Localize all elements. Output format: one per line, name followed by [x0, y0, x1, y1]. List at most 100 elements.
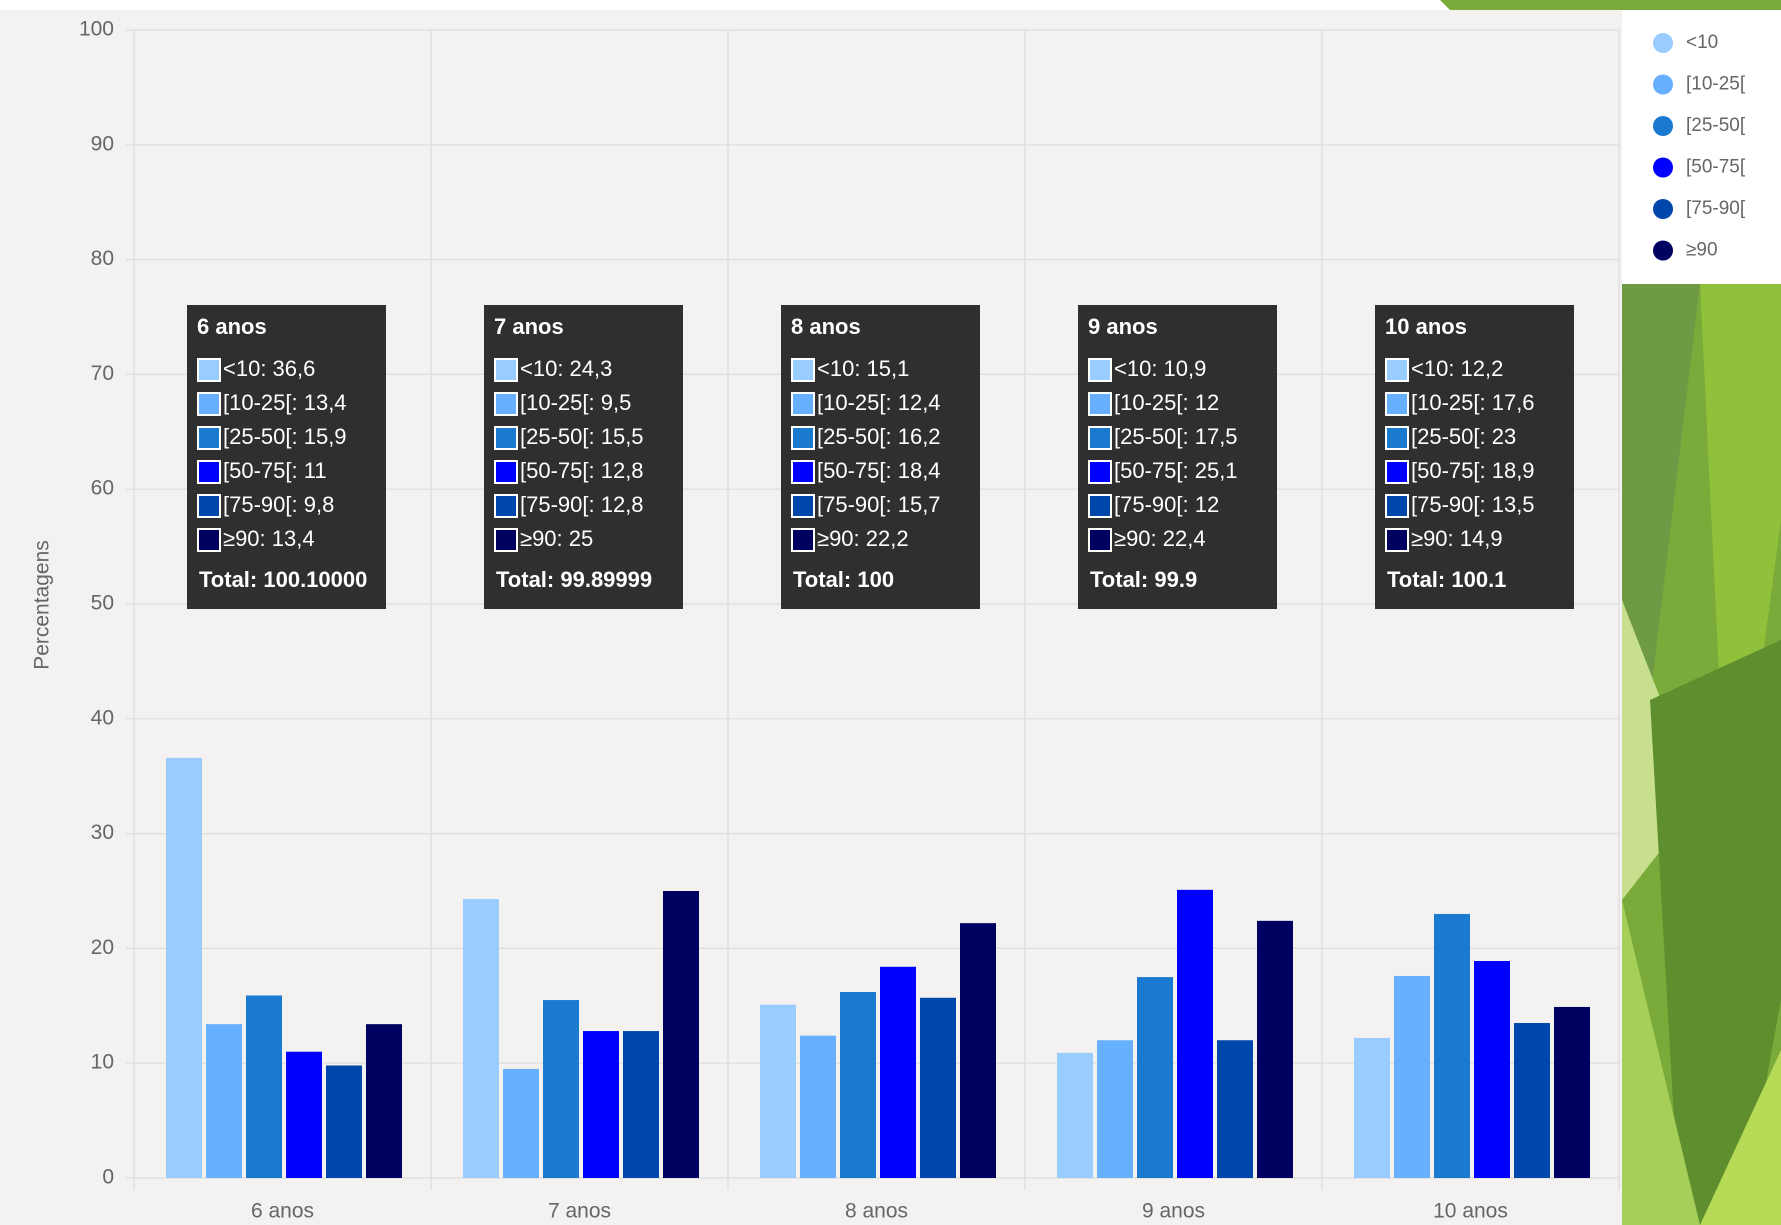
bar [1137, 977, 1173, 1178]
tooltip-line: [10-25[: 17,6 [1411, 390, 1535, 415]
y-tick-label: 90 [91, 132, 114, 155]
tooltip-swatch [494, 460, 518, 484]
tooltip-line: [75-90[: 15,7 [817, 492, 941, 517]
bar [1177, 889, 1213, 1178]
decoration [1440, 0, 1781, 1225]
bar [326, 1065, 362, 1178]
tooltip-line: [25-50[: 23 [1411, 424, 1516, 449]
legend-marker [1653, 199, 1673, 219]
tooltip: 8 anos <10: 15,1 [10-25[: 12,4 [25-50[: 16,… [781, 305, 980, 609]
bar [543, 1000, 579, 1178]
tooltip-box [187, 305, 386, 609]
tooltip-line: <10: 36,6 [223, 356, 315, 381]
bar [960, 923, 996, 1178]
tooltip-line: ≥90: 13,4 [223, 526, 315, 551]
legend-marker [1653, 74, 1673, 95]
tooltip-title: 6 anos [197, 314, 267, 339]
y-tick-label: 10 [91, 1051, 114, 1074]
tooltip-total: Total: 99.89999 [496, 567, 652, 592]
x-tick-label: 10 anos [1433, 1200, 1508, 1223]
bar [246, 995, 282, 1178]
tooltip-swatch [197, 426, 221, 450]
tooltip-line: <10: 12,2 [1411, 356, 1503, 381]
tooltip-total: Total: 100 [793, 567, 894, 592]
tooltip-line: [75-90[: 12 [1114, 492, 1219, 517]
tooltip-swatch [1088, 426, 1112, 450]
legend-marker [1653, 240, 1673, 261]
tooltip-swatch [1385, 460, 1409, 484]
bar [840, 992, 876, 1178]
tooltip-swatch [494, 392, 518, 416]
bar [760, 1004, 796, 1178]
tooltip-line: ≥90: 22,2 [817, 526, 909, 551]
x-tick-label: 7 anos [548, 1200, 611, 1223]
tooltip-swatch [197, 494, 221, 518]
tooltip-swatch [791, 426, 815, 450]
tooltip-line: [25-50[: 15,5 [520, 424, 644, 449]
legend-marker [1653, 116, 1673, 136]
bar [1354, 1037, 1390, 1178]
tooltip-box [1375, 305, 1574, 609]
tooltip-swatch [1088, 358, 1112, 382]
bar [166, 757, 202, 1178]
y-tick-label: 80 [91, 247, 114, 270]
bar [663, 891, 699, 1178]
tooltip-swatch [1385, 528, 1409, 552]
tooltip-line: <10: 15,1 [817, 356, 909, 381]
tooltip-line: ≥90: 22,4 [1114, 526, 1206, 551]
tooltip-swatch [791, 392, 815, 416]
legend-marker [1653, 33, 1673, 53]
tooltip-swatch [1088, 528, 1112, 552]
tooltip-line: [50-75[: 11 [223, 458, 327, 483]
tooltip-line: [75-90[: 9,8 [223, 492, 334, 517]
bar [920, 997, 956, 1178]
bar [206, 1024, 242, 1178]
y-tick-label: 60 [91, 477, 114, 500]
tooltip-line: [10-25[: 13,4 [223, 390, 347, 415]
bar [583, 1031, 619, 1178]
tooltip-swatch [197, 528, 221, 552]
tooltip-line: <10: 10,9 [1114, 356, 1206, 381]
tooltip-box [484, 305, 683, 609]
x-tick-label: 9 anos [1142, 1200, 1205, 1223]
tooltip: 7 anos <10: 24,3 [10-25[: 9,5 [25-50[: 15,5… [484, 305, 683, 609]
bar [463, 899, 499, 1178]
tooltip: 6 anos <10: 36,6 [10-25[: 13,4 [25-50[: 15,… [187, 305, 386, 609]
tooltip-swatch [791, 358, 815, 382]
tooltip-swatch [1385, 358, 1409, 382]
tooltip-swatch [494, 528, 518, 552]
y-tick-label: 50 [91, 592, 114, 615]
bar [1217, 1040, 1253, 1178]
tooltip-line: [10-25[: 12,4 [817, 390, 941, 415]
tooltip-line: [10-25[: 12 [1114, 390, 1219, 415]
tooltip-swatch [1088, 494, 1112, 518]
bar [286, 1051, 322, 1178]
tooltip-swatch [494, 358, 518, 382]
tooltip-line: ≥90: 14,9 [1411, 526, 1503, 551]
tooltip-swatch [1385, 494, 1409, 518]
tooltip-swatch [1088, 392, 1112, 416]
bar [1057, 1052, 1093, 1178]
tooltip-line: [75-90[: 13,5 [1411, 492, 1535, 517]
tooltip-title: 8 anos [791, 314, 861, 339]
tooltip-line: ≥90: 25 [520, 526, 593, 551]
tooltip-line: [25-50[: 17,5 [1114, 424, 1238, 449]
tooltip-box [1078, 305, 1277, 609]
y-tick-label: 70 [91, 362, 114, 385]
bar [1514, 1023, 1550, 1178]
tooltip-swatch [197, 358, 221, 382]
tooltip-line: [50-75[: 25,1 [1114, 458, 1238, 483]
tooltip-swatch [1385, 426, 1409, 450]
legend-label: [75-90[ [1686, 198, 1746, 219]
bar [1097, 1040, 1133, 1178]
bar [800, 1035, 836, 1178]
tooltip-swatch [197, 392, 221, 416]
tooltip-swatch [1385, 392, 1409, 416]
tooltip-swatch [791, 494, 815, 518]
tooltip-total: Total: 100.10000 [199, 567, 367, 592]
y-axis-label: Percentagens [31, 540, 54, 670]
tooltip-title: 10 anos [1385, 314, 1467, 339]
bar [623, 1031, 659, 1178]
y-tick-label: 30 [91, 821, 114, 844]
